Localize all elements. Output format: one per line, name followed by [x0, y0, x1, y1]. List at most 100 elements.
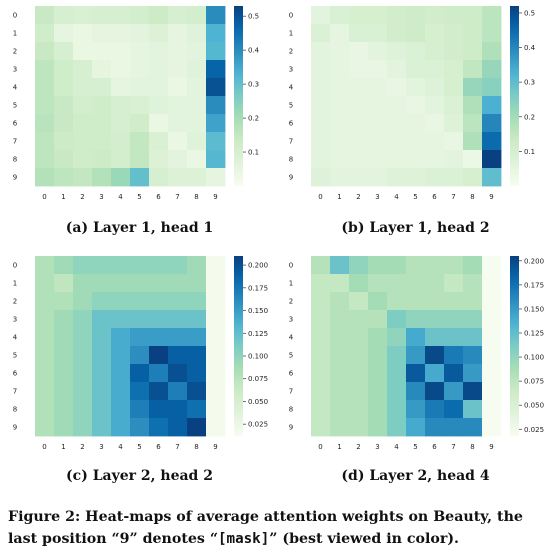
heatmap-b-cell-1-7 — [444, 24, 464, 43]
heatmap-b-cell-2-1 — [330, 42, 350, 61]
heatmap-c-cell-2-4 — [111, 292, 131, 311]
heatmap-b-cell-8-0 — [311, 150, 331, 169]
heatmap-a-cell-7-6 — [149, 132, 169, 151]
heatmap-c-cell-2-3 — [92, 292, 112, 311]
heatmap-c-cell-5-6 — [149, 346, 169, 365]
heatmap-c-cell-1-1 — [54, 274, 74, 293]
x-tick-label-a-8: 8 — [194, 193, 198, 201]
y-tick-label-d-4: 4 — [289, 334, 294, 342]
heatmap-b-cell-3-7 — [444, 60, 464, 79]
heatmap-d-cell-9-5 — [406, 418, 426, 437]
heatmap-d-cell-5-5 — [406, 346, 426, 365]
heatmap-c-cell-2-5 — [130, 292, 150, 311]
x-tick-label-a-5: 5 — [137, 193, 141, 201]
heatmap-d-cell-8-0 — [311, 400, 331, 419]
heatmap-a-cell-6-3 — [92, 114, 112, 133]
heatmap-a-cell-3-1 — [54, 60, 74, 79]
heatmap-d-cell-1-8 — [463, 274, 483, 293]
heatmap-c-cell-6-8 — [187, 364, 207, 383]
heatmap-b-cell-6-8 — [463, 114, 483, 133]
y-tick-label-b-8: 8 — [289, 156, 293, 164]
y-tick-label-b-4: 4 — [289, 84, 294, 92]
heatmap-b-cell-4-7 — [444, 78, 464, 97]
heatmap-a-cell-0-3 — [92, 6, 112, 25]
heatmap-a-cell-5-7 — [168, 96, 188, 115]
colorbar-label-d-3: 0.100 — [524, 354, 544, 362]
heatmap-d-cell-1-4 — [387, 274, 407, 293]
heatmap-b-cell-9-3 — [368, 168, 388, 187]
colorbar-label-d-1: 0.050 — [524, 402, 544, 410]
heatmap-c-cell-5-5 — [130, 346, 150, 365]
heatmap-d-cell-4-9 — [482, 328, 502, 347]
heatmap-d-cell-8-3 — [368, 400, 388, 419]
heatmap-b-cell-6-7 — [444, 114, 464, 133]
x-tick-label-c-7: 7 — [175, 443, 179, 451]
heatmap-b-cell-8-8 — [463, 150, 483, 169]
heatmap-d-cell-1-0 — [311, 274, 331, 293]
heatmap-b-cell-7-0 — [311, 132, 331, 151]
heatmap-b-cell-5-7 — [444, 96, 464, 115]
colorbar-label-c-0: 0.025 — [248, 421, 268, 429]
heatmap-c-cell-0-8 — [187, 256, 207, 275]
heatmap-d-cell-3-2 — [349, 310, 369, 329]
heatmap-a-cell-2-2 — [73, 42, 93, 61]
heatmap-c-cell-3-3 — [92, 310, 112, 329]
heatmap-c-cell-9-5 — [130, 418, 150, 437]
x-tick-label-b-6: 6 — [432, 193, 437, 201]
heatmap-c-cell-6-6 — [149, 364, 169, 383]
heatmap-d-cell-7-6 — [425, 382, 445, 401]
heatmap-c-cell-6-2 — [73, 364, 93, 383]
heatmap-d-cell-7-4 — [387, 382, 407, 401]
heatmap-d-cell-2-8 — [463, 292, 483, 311]
heatmap-a-cell-5-0 — [35, 96, 55, 115]
x-tick-label-a-9: 9 — [213, 193, 217, 201]
heatmap-b-cell-1-0 — [311, 24, 331, 43]
heatmap-d-cell-5-1 — [330, 346, 350, 365]
heatmap-c-cell-6-5 — [130, 364, 150, 383]
heatmap-d-cell-2-4 — [387, 292, 407, 311]
y-tick-label-c-0: 0 — [13, 262, 17, 270]
heatmap-c-cell-5-2 — [73, 346, 93, 365]
x-tick-label-c-5: 5 — [137, 443, 141, 451]
heatmap-d-cell-5-7 — [444, 346, 464, 365]
heatmap-a-cell-6-8 — [187, 114, 207, 133]
heatmap-panel-d: 0 1 2 3 4 5 6 7 8 9 0 1 2 3 4 5 6 7 8 9 0.025 0.050 0.075 0.100… — [278, 250, 553, 490]
heatmap-c-cell-3-2 — [73, 310, 93, 329]
heatmap-d-cell-5-4 — [387, 346, 407, 365]
heatmap-a-cell-2-9 — [206, 42, 226, 61]
heatmap-a-cell-8-9 — [206, 150, 226, 169]
heatmap-d-cell-9-8 — [463, 418, 483, 437]
heatmap-a-cell-9-6 — [149, 168, 169, 187]
heatmap-d-cell-0-9 — [482, 256, 502, 275]
heatmap-b-cell-9-2 — [349, 168, 369, 187]
heatmap-b-cell-1-9 — [482, 24, 502, 43]
heatmap-c-cell-0-5 — [130, 256, 150, 275]
heatmap-b-cell-2-4 — [387, 42, 407, 61]
heatmap-b-cell-8-2 — [349, 150, 369, 169]
x-tick-label-b-8: 8 — [470, 193, 474, 201]
heatmap-a-cell-1-7 — [168, 24, 188, 43]
heatmap-a-cell-8-8 — [187, 150, 207, 169]
heatmap-a-cell-3-3 — [92, 60, 112, 79]
heatmap-d-cell-5-2 — [349, 346, 369, 365]
heatmap-c-cell-2-9 — [206, 292, 226, 311]
heatmap-a-cell-5-3 — [92, 96, 112, 115]
heatmap-a-cell-7-2 — [73, 132, 93, 151]
heatmap-c-cell-1-5 — [130, 274, 150, 293]
heatmap-d-cell-0-2 — [349, 256, 369, 275]
heatmap-b-cell-5-1 — [330, 96, 350, 115]
heatmap-b-cell-4-8 — [463, 78, 483, 97]
heatmap-a-cell-6-5 — [130, 114, 150, 133]
heatmap-a-cell-5-8 — [187, 96, 207, 115]
heatmap-a-cell-4-8 — [187, 78, 207, 97]
heatmap-b-cell-1-3 — [368, 24, 388, 43]
heatmap-d-cell-5-9 — [482, 346, 502, 365]
heatmap-c-cell-8-5 — [130, 400, 150, 419]
heatmap-d-cell-7-8 — [463, 382, 483, 401]
heatmap-d-cell-2-9 — [482, 292, 502, 311]
heatmap-b-cell-6-9 — [482, 114, 502, 133]
heatmap-c-cell-0-1 — [54, 256, 74, 275]
colorbar-c — [234, 256, 243, 436]
heatmap-b-cell-8-7 — [444, 150, 464, 169]
heatmap-c-cell-0-7 — [168, 256, 188, 275]
